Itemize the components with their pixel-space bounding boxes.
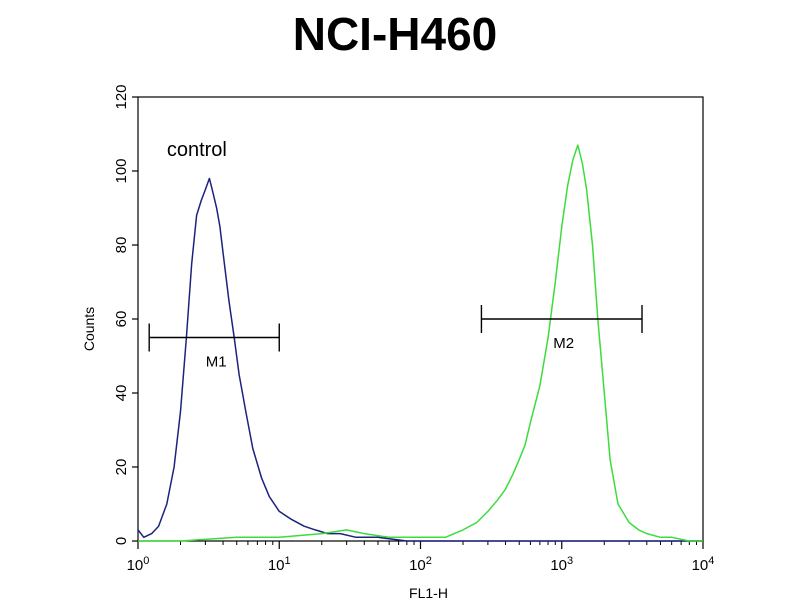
x-tick-label: 102	[409, 555, 432, 574]
chart-title: NCI-H460	[293, 8, 498, 60]
annotation-text: control	[167, 139, 227, 161]
y-axis-label: Counts	[81, 307, 97, 351]
marker-label: M1	[206, 354, 227, 371]
x-axis-label: FL1-H	[409, 585, 448, 600]
marker-layer: M1 M2	[148, 305, 643, 371]
range-marker-1: M1	[148, 323, 280, 371]
y-tick-label: 80	[113, 237, 130, 254]
x-tick-label: 101	[268, 555, 291, 574]
y-tick-label: 0	[113, 537, 130, 545]
series-layer	[137, 144, 703, 542]
x-tick-label: 103	[550, 555, 573, 574]
y-axis: 0 20 40 60 80 100 120	[113, 84, 138, 545]
series-line-1	[137, 177, 703, 542]
series-line-2	[138, 144, 703, 542]
range-marker-2: M2	[480, 305, 643, 352]
x-axis: 100 101 102 103 104	[127, 541, 715, 574]
x-tick-label: 104	[692, 555, 715, 574]
x-tick-label: 100	[127, 555, 150, 574]
annotation-layer: control	[167, 139, 227, 161]
y-tick-label: 40	[113, 385, 130, 402]
y-tick-label: 60	[113, 311, 130, 328]
y-tick-label: 20	[113, 459, 130, 476]
marker-label: M2	[553, 335, 574, 352]
y-tick-label: 100	[113, 158, 130, 183]
y-tick-label: 120	[113, 84, 130, 109]
